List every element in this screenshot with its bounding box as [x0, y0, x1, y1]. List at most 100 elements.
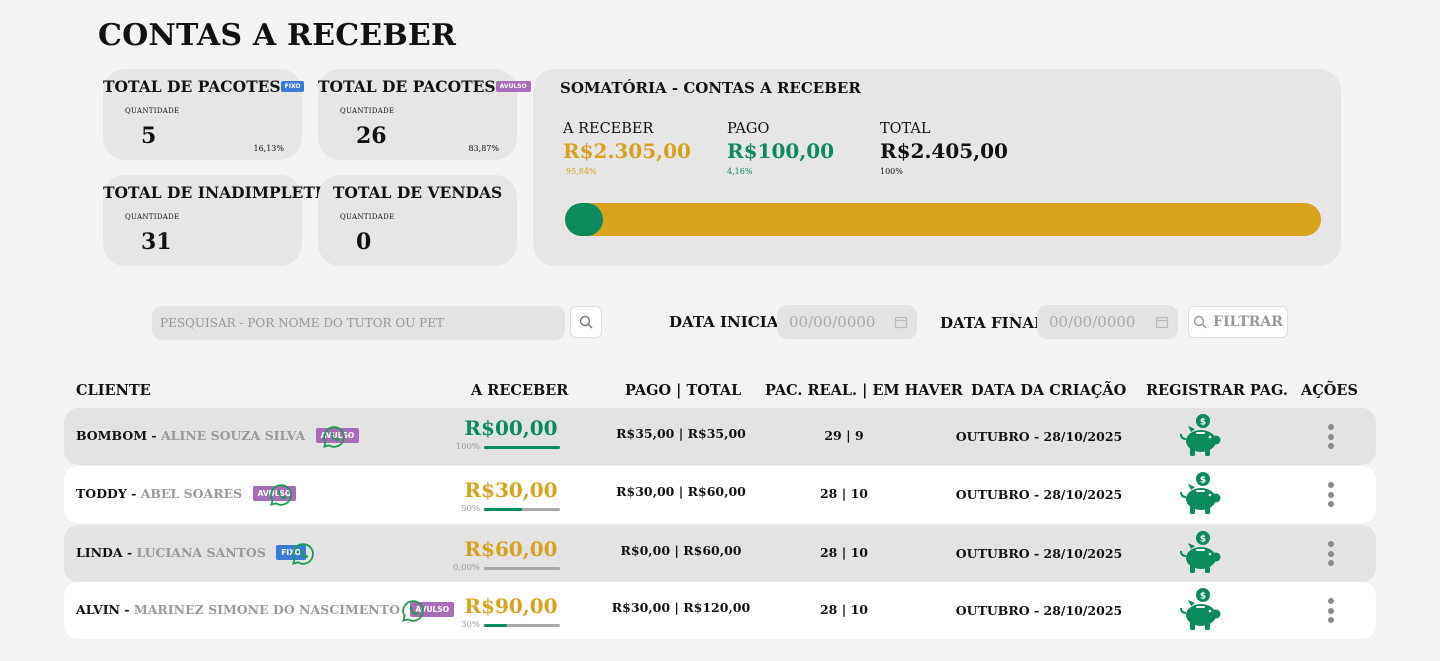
qty-value: 0	[356, 229, 372, 255]
kebab-menu-icon[interactable]	[1328, 424, 1334, 453]
summary-progress-bar	[565, 203, 1321, 236]
pet-name: LINDA -	[76, 545, 133, 560]
qty-value: 5	[141, 123, 157, 149]
card-total-inadimplentes: TOTAL DE INADIMPLETES QUANTIDADE 31	[103, 175, 338, 266]
created-date: OUTUBRO - 28/10/2025	[955, 546, 1123, 561]
paid-total: R$30,00 | R$60,00	[616, 484, 746, 499]
paid-pct: 30%	[461, 620, 480, 630]
data-final-label: DATA FINAL	[940, 314, 1045, 332]
piggy-bank-icon[interactable]: $	[1177, 412, 1223, 458]
paid-progress-bar	[484, 624, 560, 627]
summary-title: SOMATÓRIA - CONTAS A RECEBER	[560, 79, 861, 97]
paid-pct: 50%	[461, 504, 480, 514]
qty-value: 26	[356, 123, 387, 149]
card-total-pacotes-fixo: TOTAL DE PACOTES FIXO QUANTIDADE 5 16,13%	[103, 69, 305, 160]
page-title: CONTAS A RECEBER	[98, 18, 457, 53]
header-cliente[interactable]: CLIENTE	[76, 382, 151, 399]
svg-text:$: $	[1200, 535, 1206, 545]
pago-pct: 4,16%	[727, 167, 753, 176]
pago-value: R$100,00	[727, 139, 835, 163]
qty-label: QUANTIDADE	[340, 213, 395, 221]
kebab-menu-icon[interactable]	[1328, 598, 1334, 627]
qty-label: QUANTIDADE	[125, 107, 180, 115]
qty-value: 31	[141, 229, 172, 255]
paid-progress-bar	[484, 446, 560, 449]
svg-text:$: $	[1200, 592, 1206, 602]
paid-total: R$30,00 | R$120,00	[611, 600, 751, 615]
a-receber-value: R$2.305,00	[563, 139, 691, 163]
a-receber-pct: 95,84%	[566, 167, 597, 176]
kebab-menu-icon[interactable]	[1328, 482, 1334, 511]
card-total-vendas: TOTAL DE VENDAS QUANTIDADE 0	[318, 175, 517, 266]
data-final-input[interactable]	[1037, 305, 1178, 339]
table-row[interactable]: TODDY - ABEL SOARES AVULSO R$30,00 50% R…	[64, 466, 1376, 523]
paid-progress-fill	[484, 508, 522, 511]
created-date: OUTUBRO - 28/10/2025	[955, 487, 1123, 502]
table-row[interactable]: BOMBOM - ALINE SOUZA SILVA AVULSO R$00,0…	[64, 408, 1376, 465]
summary-total: TOTAL R$2.405,00 100%	[880, 121, 1008, 176]
amount-due: R$00,00	[464, 416, 558, 440]
client-cell: LINDA - LUCIANA SANTOS FIXO	[76, 545, 307, 561]
paid-pct: 100%	[455, 442, 480, 452]
svg-text:$: $	[1200, 476, 1206, 486]
qty-pct: 83,87%	[468, 144, 499, 153]
table-row[interactable]: ALVIN - MARINEZ SIMONE DO NASCIMENTO AVU…	[64, 582, 1376, 639]
data-inicial-label: DATA INICIAL	[669, 313, 789, 331]
paid-progress-bar	[484, 508, 560, 511]
card-title: TOTAL DE INADIMPLETES	[103, 183, 338, 202]
created-date: OUTUBRO - 28/10/2025	[955, 603, 1123, 618]
created-date: OUTUBRO - 28/10/2025	[955, 429, 1123, 444]
pac-real-em-haver: 28 | 10	[819, 486, 869, 501]
summary-progress-fill	[565, 203, 603, 236]
header-pago-total[interactable]: PAGO | TOTAL	[625, 382, 742, 399]
amount-due: R$90,00	[464, 594, 558, 618]
piggy-bank-icon[interactable]: $	[1177, 470, 1223, 516]
calendar-icon[interactable]	[1155, 315, 1169, 329]
paid-progress-fill	[484, 446, 560, 449]
header-data-criacao[interactable]: DATA DA CRIAÇÃO	[971, 382, 1127, 399]
whatsapp-icon[interactable]	[269, 483, 293, 507]
client-cell: BOMBOM - ALINE SOUZA SILVA AVULSO	[76, 428, 360, 444]
calendar-icon[interactable]	[894, 315, 908, 329]
whatsapp-icon[interactable]	[322, 425, 346, 449]
piggy-bank-icon[interactable]: $	[1177, 586, 1223, 632]
whatsapp-icon[interactable]	[401, 599, 425, 623]
paid-progress-fill	[484, 624, 507, 627]
filtrar-button[interactable]: FILTRAR	[1188, 306, 1288, 338]
header-pac-real[interactable]: PAC. REAL. | EM HAVER	[765, 382, 963, 399]
pet-name: ALVIN -	[76, 602, 130, 617]
paid-progress-bar	[484, 567, 560, 570]
whatsapp-icon[interactable]	[291, 542, 315, 566]
total-label: TOTAL	[880, 121, 931, 137]
header-a-receber[interactable]: A RECEBER	[471, 382, 569, 399]
filtrar-label: FILTRAR	[1213, 314, 1283, 330]
pet-name: BOMBOM -	[76, 428, 157, 443]
pac-real-em-haver: 29 | 9	[824, 428, 864, 443]
pac-real-em-haver: 28 | 10	[819, 545, 869, 560]
client-cell: TODDY - ABEL SOARES AVULSO	[76, 486, 297, 502]
total-pct: 100%	[880, 167, 903, 176]
data-inicial-input[interactable]	[777, 305, 917, 339]
qty-pct: 16,13%	[253, 144, 284, 153]
table-row[interactable]: LINDA - LUCIANA SANTOS FIXO R$60,00 0,00…	[64, 525, 1376, 582]
summary-pago: PAGO R$100,00 4,16%	[727, 121, 834, 176]
search-button[interactable]	[570, 306, 602, 338]
a-receber-label: A RECEBER	[563, 121, 654, 137]
client-cell: ALVIN - MARINEZ SIMONE DO NASCIMENTO AVU…	[76, 602, 455, 618]
kebab-menu-icon[interactable]	[1328, 541, 1334, 570]
pago-label: PAGO	[727, 121, 770, 137]
paid-total: R$0,00 | R$60,00	[620, 543, 742, 558]
card-title: TOTAL DE VENDAS	[332, 183, 503, 202]
package-badge: FIXO	[276, 545, 307, 560]
qty-label: QUANTIDADE	[125, 213, 180, 221]
header-registrar-pag: REGISTRAR PAG.	[1146, 382, 1288, 399]
search-icon	[1193, 315, 1207, 329]
piggy-bank-icon[interactable]: $	[1177, 529, 1223, 575]
card-total-pacotes-avulso: TOTAL DE PACOTES AVULSO QUANTIDADE 26 83,…	[318, 69, 531, 160]
paid-total: R$35,00 | R$35,00	[616, 426, 746, 441]
qty-label: QUANTIDADE	[340, 107, 395, 115]
pac-real-em-haver: 28 | 10	[819, 602, 869, 617]
search-input[interactable]	[152, 306, 565, 340]
avulso-badge: AVULSO	[495, 80, 531, 92]
paid-pct: 0,00%	[452, 563, 480, 573]
